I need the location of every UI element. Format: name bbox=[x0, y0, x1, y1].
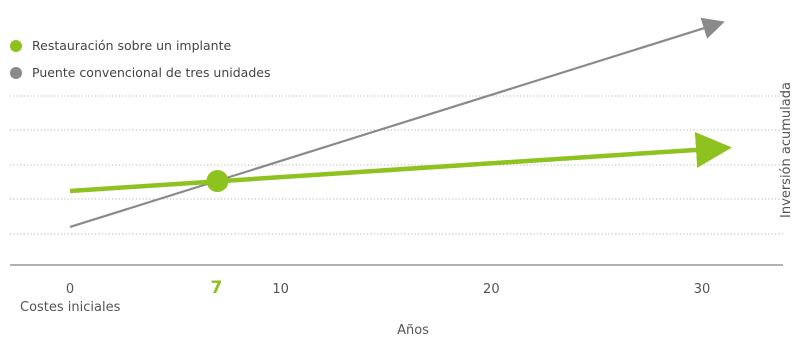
x-tick-label: 0 bbox=[66, 282, 74, 297]
x-tick-labels: 0 7 10 20 30 bbox=[66, 278, 710, 298]
x-tick-label-highlight: 7 bbox=[211, 278, 223, 298]
gridlines bbox=[10, 95, 783, 235]
intersection-point bbox=[206, 170, 229, 193]
legend: Restauración sobre un implante Puente co… bbox=[10, 38, 270, 80]
series-line-bridge bbox=[69, 17, 725, 229]
legend-swatch-implant bbox=[10, 40, 22, 52]
x-annotation-initial-costs: Costes iniciales bbox=[20, 300, 121, 315]
y-axis-title: Inversión acumulada bbox=[779, 82, 794, 218]
x-tick-label: 30 bbox=[694, 282, 711, 297]
legend-label-implant: Restauración sobre un implante bbox=[32, 38, 231, 53]
series-layer bbox=[69, 17, 732, 229]
legend-label-bridge: Puente convencional de tres unidades bbox=[32, 65, 270, 80]
x-tick-label: 20 bbox=[483, 282, 500, 297]
series-line-implant bbox=[69, 131, 732, 194]
x-tick-label: 10 bbox=[272, 282, 289, 297]
legend-swatch-bridge bbox=[10, 67, 22, 79]
x-axis-title: Años bbox=[397, 323, 429, 337]
